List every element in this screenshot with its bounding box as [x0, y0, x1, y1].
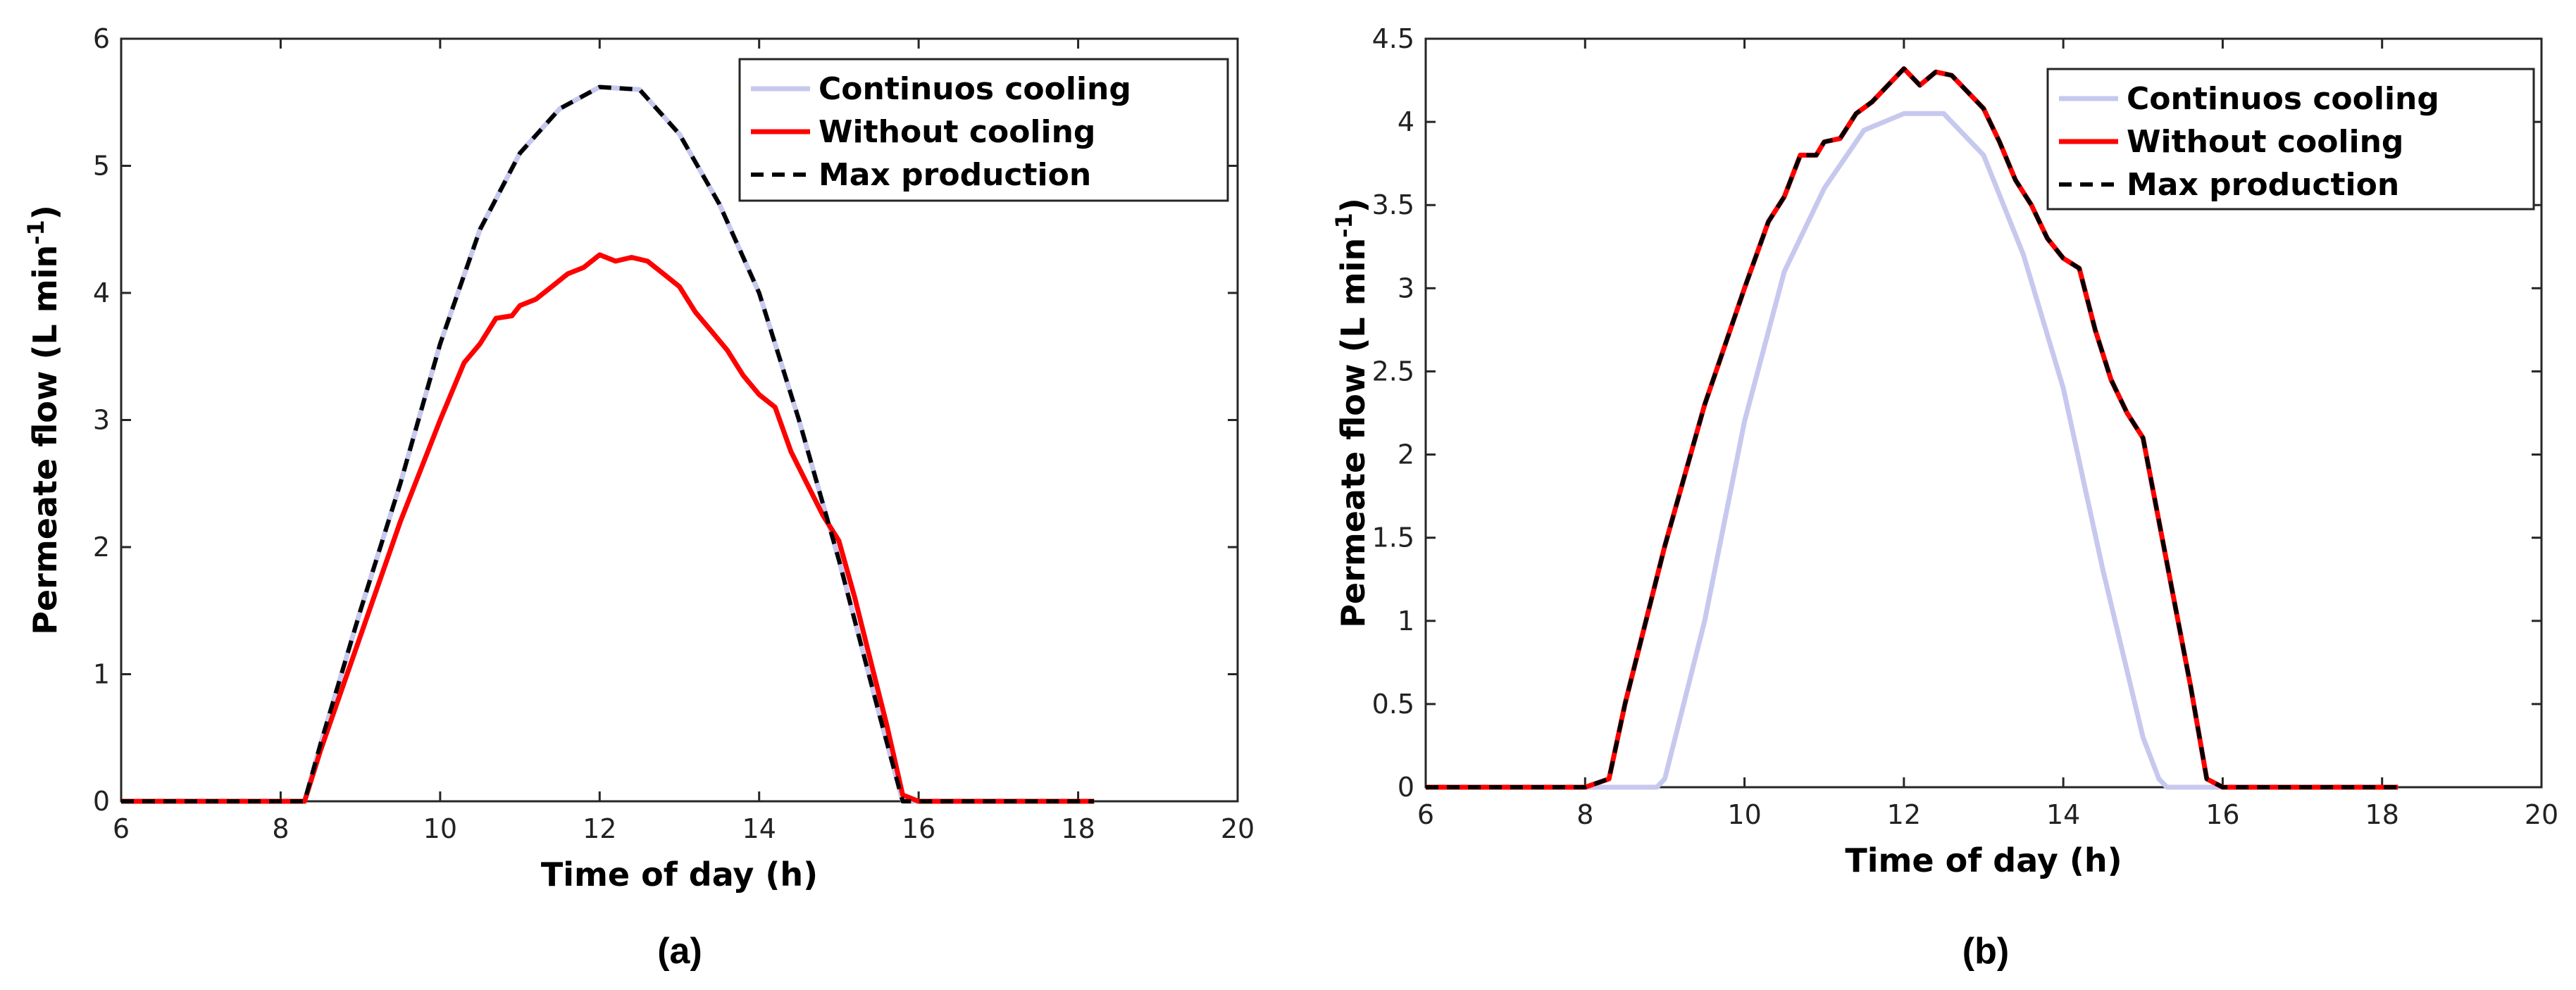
legend-box — [738, 58, 1229, 202]
y-tick-label: 4 — [93, 277, 110, 308]
y-tick-label: 6 — [93, 23, 110, 54]
x-tick-label: 8 — [1576, 799, 1593, 830]
legend-label: Max production — [819, 157, 1091, 193]
y-tick-label: 0.5 — [1372, 689, 1414, 720]
x-tick-label: 12 — [1887, 799, 1921, 830]
y-tick-label: 3.5 — [1372, 189, 1414, 220]
y-tick-label: 4.5 — [1372, 23, 1414, 54]
x-tick-label: 10 — [1727, 799, 1761, 830]
legend-label: Without cooling — [2127, 124, 2403, 160]
panel-caption: (a) — [657, 931, 702, 972]
y-tick-label: 2 — [93, 532, 110, 563]
legend: Continuos cooling Without cooling Max prod… — [738, 58, 1229, 202]
y-tick-label: 1.5 — [1372, 522, 1414, 553]
x-tick-label: 14 — [2046, 799, 2080, 830]
x-tick-label: 20 — [2525, 799, 2558, 830]
legend: Continuos cooling Without cooling Max prod… — [2046, 68, 2535, 211]
y-tick-label: 4 — [1398, 106, 1414, 137]
y-tick-label: 1 — [1398, 606, 1414, 637]
y-tick-label: 2 — [1398, 439, 1414, 470]
x-tick-label: 14 — [742, 813, 776, 844]
x-tick-label: 16 — [902, 813, 935, 844]
panel-caption: (b) — [1962, 931, 2009, 972]
series-line-without-cooling — [121, 252, 1095, 804]
x-axis-label: Time of day (h) — [1845, 841, 2122, 879]
y-tick-label: 2.5 — [1372, 356, 1414, 387]
x-tick-label: 8 — [272, 813, 289, 844]
x-tick-label: 10 — [423, 813, 457, 844]
y-tick-label: 3 — [1398, 272, 1414, 303]
series-line-max-production — [121, 84, 1095, 803]
chart-panel-b: 6 8 10 12 14 16 18 20 0 0.5 1 1.5 2 2.5 3 3.5 4 4.5 Contin… — [1331, 23, 2558, 972]
y-tick-label: 3 — [93, 405, 110, 436]
x-tick-label: 20 — [1221, 813, 1255, 844]
y-axis-label: Permeate flow (L min-1) — [1331, 198, 1372, 628]
x-tick-label: 6 — [113, 813, 130, 844]
y-tick-label: 0 — [93, 786, 110, 817]
x-tick-label: 16 — [2205, 799, 2239, 830]
y-tick-label: 1 — [93, 659, 110, 690]
legend-label: Continuos cooling — [819, 71, 1131, 107]
y-axis-label: Permeate flow (L min-1) — [23, 205, 64, 635]
x-tick-label: 18 — [2365, 799, 2399, 830]
x-tick-label: 6 — [1417, 799, 1434, 830]
legend-label: Continuos cooling — [2127, 81, 2439, 117]
series-line-continuos-cooling — [1426, 111, 2398, 790]
series-line-max-production — [1426, 66, 2398, 789]
legend-box — [2046, 68, 2535, 211]
y-tick-label: 5 — [93, 151, 110, 182]
x-tick-label: 18 — [1061, 813, 1095, 844]
legend-label: Without cooling — [819, 114, 1095, 150]
legend-label: Max production — [2127, 167, 2399, 203]
x-tick-label: 12 — [583, 813, 616, 844]
y-tick-label: 0 — [1398, 772, 1414, 803]
x-axis-label: Time of day (h) — [541, 856, 818, 894]
